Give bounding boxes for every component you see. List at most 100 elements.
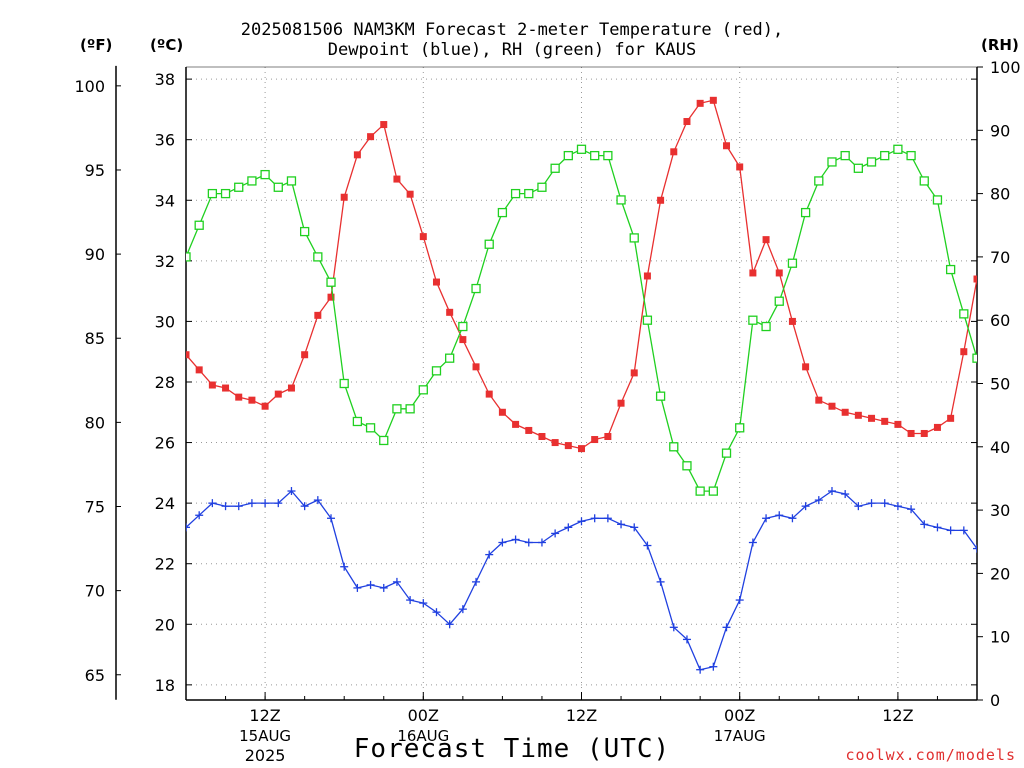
- temperature-point: [393, 175, 401, 183]
- rh-tick-label: 40: [990, 438, 1010, 457]
- rh-point: [326, 277, 336, 287]
- dewpoint-point: [186, 523, 190, 532]
- rh-point: [497, 207, 508, 218]
- rh-point: [563, 150, 573, 161]
- fahrenheit-tick-label: 75: [85, 497, 105, 516]
- dewpoint-point: [511, 535, 520, 544]
- rh-point: [880, 150, 890, 161]
- temperature-point: [775, 269, 783, 277]
- temperature-point: [525, 426, 533, 434]
- credit-link[interactable]: coolwx.com/models: [845, 746, 1016, 764]
- rh-point: [893, 144, 903, 154]
- dewpoint-point: [933, 523, 942, 532]
- dewpoint-point: [551, 529, 560, 538]
- dewpoint-point: [419, 599, 428, 608]
- dewpoint-point: [392, 577, 401, 586]
- temperature-point: [578, 445, 585, 453]
- rh-point: [299, 226, 310, 237]
- rh-point: [339, 378, 349, 389]
- rh-point: [365, 423, 376, 433]
- dewpoint-point: [247, 499, 256, 508]
- rh-point: [220, 188, 231, 199]
- dewpoint-point: [406, 596, 415, 605]
- x-tick-date-label: 16AUG: [397, 727, 449, 745]
- temperature-point: [881, 417, 889, 425]
- rh-point: [379, 435, 389, 446]
- temperature-point: [933, 423, 941, 431]
- rh-point: [405, 404, 415, 414]
- dewpoint-point: [445, 620, 454, 629]
- temperature-point: [973, 275, 977, 283]
- temperature-point: [340, 193, 348, 201]
- temperature-point: [406, 190, 414, 198]
- temperature-point: [657, 196, 665, 204]
- rh-point: [787, 258, 798, 268]
- dewpoint-point: [880, 499, 889, 508]
- rh-point: [748, 315, 758, 325]
- celsius-tick-label: 34: [155, 191, 175, 210]
- dewpoint-point: [287, 487, 296, 496]
- temperature-point: [802, 363, 810, 371]
- dewpoint-point: [617, 520, 626, 529]
- dewpoint-point: [722, 623, 731, 632]
- temperature-point: [367, 133, 375, 141]
- rh-point: [721, 448, 732, 458]
- fahrenheit-tick-label: 90: [85, 245, 105, 264]
- temperature-point: [446, 308, 454, 316]
- rh-tick-label: 20: [990, 564, 1010, 583]
- dewpoint-point: [498, 538, 507, 547]
- rh-point: [431, 366, 442, 376]
- temperature-point: [459, 336, 467, 344]
- rh-point: [484, 239, 494, 249]
- temperature-point: [380, 121, 388, 129]
- temperature-point: [261, 402, 269, 410]
- rh-tick-label: 10: [990, 628, 1010, 647]
- dewpoint-point: [472, 577, 481, 586]
- rh-tick-label: 70: [990, 248, 1010, 267]
- temperature-point: [287, 384, 295, 392]
- x-tick-label: 12Z: [566, 706, 597, 725]
- temperature-point: [195, 366, 203, 374]
- rh-point: [445, 353, 455, 363]
- dewpoint-point: [946, 526, 955, 535]
- dewpoint-point: [682, 635, 691, 644]
- dewpoint-point: [432, 608, 441, 617]
- rh-point: [629, 233, 639, 243]
- celsius-tick-label: 30: [155, 312, 175, 331]
- celsius-tick-label: 32: [155, 252, 175, 271]
- dewpoint-point: [748, 538, 757, 547]
- dewpoint-point: [669, 623, 678, 632]
- x-tick-date-label: 15AUG: [239, 727, 291, 745]
- dewpoint-point: [814, 496, 823, 505]
- dewpoint-point: [603, 514, 612, 523]
- rh-point: [642, 315, 653, 325]
- temperature-point: [301, 351, 309, 359]
- temperature-point: [419, 233, 427, 241]
- temperature-point: [617, 399, 625, 407]
- temperature-point: [736, 163, 744, 171]
- temperature-point: [591, 436, 599, 444]
- temperature-point: [709, 96, 717, 104]
- temperature-point: [512, 420, 520, 428]
- dewpoint-point: [313, 496, 322, 505]
- fahrenheit-tick-label: 95: [85, 161, 105, 180]
- rh-point: [471, 283, 481, 294]
- rh-point: [510, 188, 521, 199]
- rh-point: [959, 309, 969, 319]
- temperature-point: [841, 408, 849, 416]
- fahrenheit-tick-label: 80: [85, 413, 105, 432]
- rh-point: [603, 150, 613, 161]
- temperature-point: [894, 420, 902, 428]
- temperature-point: [854, 411, 862, 419]
- temperature-point: [235, 393, 243, 401]
- series-layer: [186, 96, 977, 674]
- temperature-point: [472, 363, 480, 371]
- celsius-tick-label: 20: [155, 615, 175, 634]
- rh-point: [735, 423, 745, 433]
- temperature-point: [643, 272, 651, 280]
- rh-tick-label: 30: [990, 501, 1010, 520]
- dewpoint-point: [221, 502, 230, 511]
- dewpoint-point: [854, 502, 863, 511]
- rh-point: [669, 442, 679, 452]
